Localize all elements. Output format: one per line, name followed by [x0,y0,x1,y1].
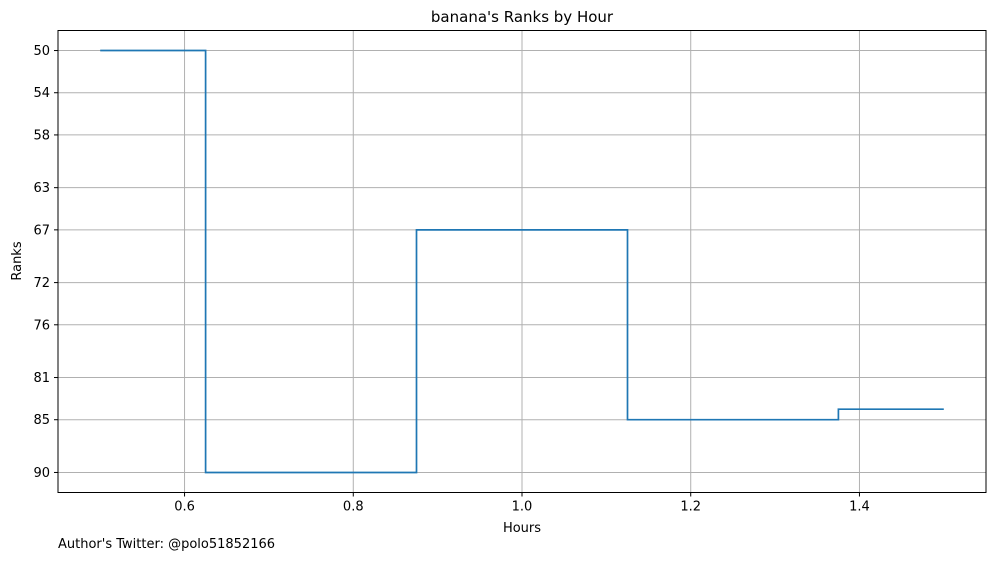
y-tick-label: 58 [33,128,50,143]
y-tick-label: 72 [33,276,50,291]
x-tick-label: 1.4 [849,500,870,515]
y-tick-label: 85 [33,413,50,428]
series-layer [100,49,944,474]
y-tick-label: 63 [33,181,50,196]
x-tick-label: 1.0 [512,500,533,515]
rank-step-line [100,49,944,474]
x-tick-label: 1.2 [680,500,701,515]
x-tick-label: 0.6 [174,500,195,515]
chart-title: banana's Ranks by Hour [431,8,614,26]
y-ticks: 50 54 58 63 67 72 76 81 85 90 [33,44,58,481]
grid [58,30,986,493]
x-tick-label: 0.8 [343,500,364,515]
y-tick-label: 90 [33,466,50,481]
y-tick-label: 76 [33,318,50,333]
y-tick-label: 50 [33,44,50,59]
x-axis-label: Hours [503,521,541,536]
x-ticks: 0.6 0.8 1.0 1.2 1.4 [174,492,870,515]
y-axis-label: Ranks [10,241,25,280]
y-tick-label: 54 [33,86,50,101]
y-tick-label: 67 [33,223,50,238]
y-tick-label: 81 [33,371,50,386]
author-credit: Author's Twitter: @polo51852166 [58,537,276,552]
